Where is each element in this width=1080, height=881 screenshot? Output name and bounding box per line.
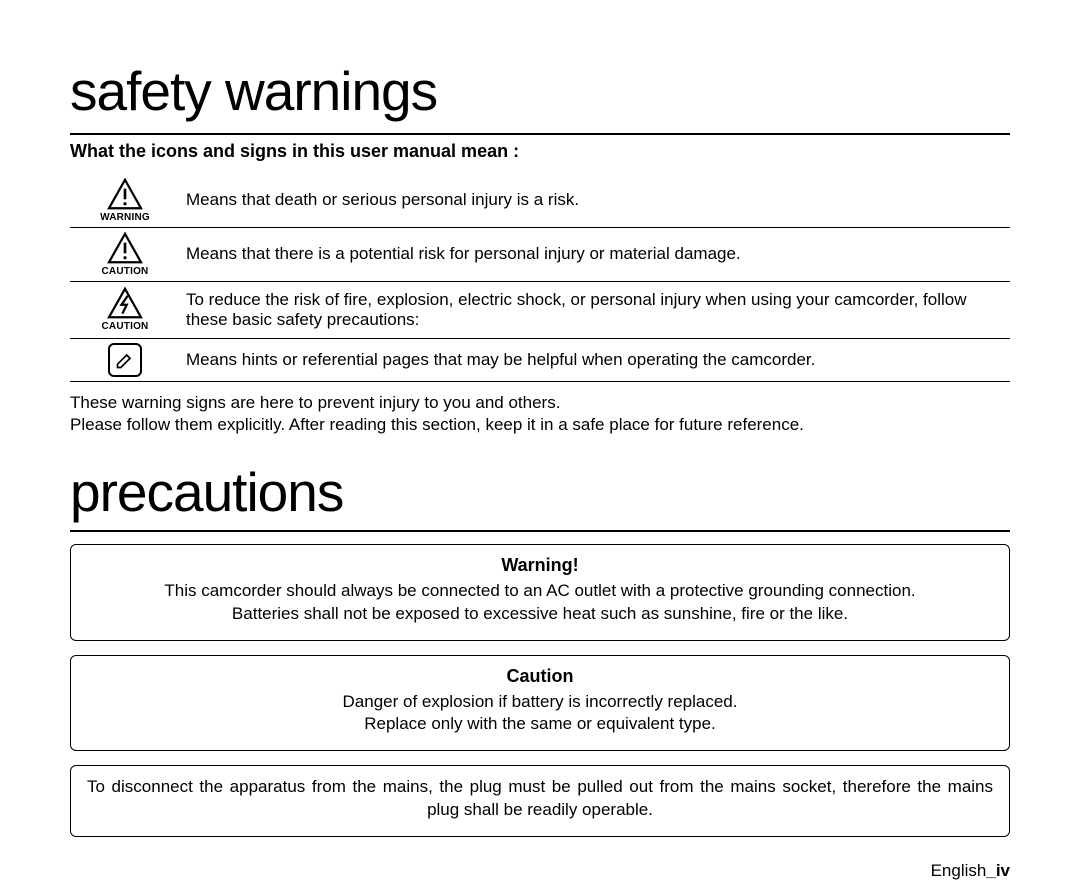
icon-meaning-table: WARNING Means that death or serious pers…: [70, 174, 1010, 382]
caution-icon-cell: CAUTION: [70, 227, 180, 281]
shock-icon-cell: CAUTION: [70, 281, 180, 338]
shock-caution-label: CAUTION: [70, 321, 180, 332]
footer-language: English: [931, 861, 987, 880]
note-line-1: These warning signs are here to prevent …: [70, 393, 560, 412]
warning-notes: These warning signs are here to prevent …: [70, 392, 1010, 438]
warning-box-heading: Warning!: [87, 555, 993, 576]
warning-icon-cell: WARNING: [70, 174, 180, 228]
table-row: CAUTION Means that there is a potential …: [70, 227, 1010, 281]
caution-box-heading: Caution: [87, 666, 993, 687]
table-row: CAUTION To reduce the risk of fire, expl…: [70, 281, 1010, 338]
caution-box: Caution Danger of explosion if battery i…: [70, 655, 1010, 752]
warning-box-text: This camcorder should always be connecte…: [87, 580, 993, 626]
note-icon: [108, 343, 142, 377]
caution-label: CAUTION: [70, 266, 180, 277]
table-row: WARNING Means that death or serious pers…: [70, 174, 1010, 228]
warning-triangle-icon: [107, 178, 143, 210]
warning-text: Means that death or serious personal inj…: [180, 174, 1010, 228]
caution-text: Means that there is a potential risk for…: [180, 227, 1010, 281]
icons-subtitle: What the icons and signs in this user ma…: [70, 141, 1010, 162]
note-text: Means hints or referential pages that ma…: [180, 338, 1010, 381]
note-icon-cell: [70, 338, 180, 381]
caution-box-text: Danger of explosion if battery is incorr…: [87, 691, 993, 737]
note-line-2: Please follow them explicitly. After rea…: [70, 415, 804, 434]
caution-triangle-icon: [107, 232, 143, 264]
warning-label: WARNING: [70, 212, 180, 223]
shock-text: To reduce the risk of fire, explosion, e…: [180, 281, 1010, 338]
precautions-title: precautions: [70, 455, 1010, 531]
warning-box: Warning! This camcorder should always be…: [70, 544, 1010, 641]
safety-warnings-title: safety warnings: [70, 50, 1010, 135]
disconnect-box: To disconnect the apparatus from the mai…: [70, 765, 1010, 837]
table-row: Means hints or referential pages that ma…: [70, 338, 1010, 381]
page-footer: English_iv: [70, 861, 1010, 881]
shock-triangle-icon: [107, 287, 143, 319]
footer-page: _iv: [986, 861, 1010, 880]
disconnect-box-text: To disconnect the apparatus from the mai…: [87, 776, 993, 822]
